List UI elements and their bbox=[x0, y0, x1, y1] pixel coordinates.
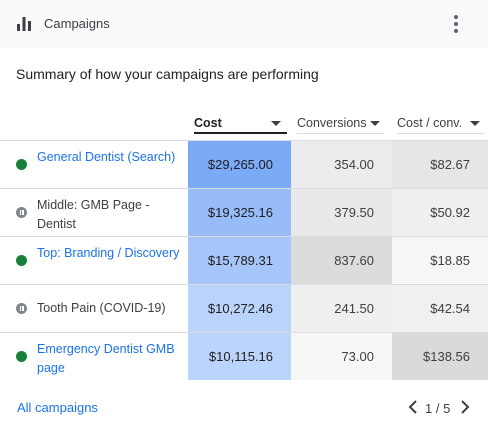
card-title: Campaigns bbox=[44, 16, 110, 31]
conversions-cell: 354.00 bbox=[291, 141, 392, 188]
table-row: Tooth Pain (COVID-19) $10,272.46 241.50 … bbox=[0, 284, 488, 332]
sort-down-icon bbox=[271, 121, 281, 126]
table-row: General Dentist (Search) $29,265.00 354.… bbox=[0, 140, 488, 188]
cost-cell: $29,265.00 bbox=[188, 141, 291, 188]
table-row: Middle: GMB Page - Dentist $19,325.16 37… bbox=[0, 188, 488, 236]
column-label-cost-per-conv: Cost / conv. bbox=[397, 116, 463, 130]
column-label-cost: Cost bbox=[194, 116, 222, 130]
cost-per-conv-cell: $18.85 bbox=[392, 237, 488, 284]
cost-cell: $10,272.46 bbox=[188, 285, 291, 332]
table-row: Top: Branding / Discovery $15,789.31 837… bbox=[0, 236, 488, 284]
chevron-left-icon[interactable] bbox=[407, 399, 419, 415]
dropdown-arrow-icon bbox=[470, 121, 480, 126]
conversions-cell: 73.00 bbox=[291, 333, 392, 380]
column-label-conversions: Conversions bbox=[297, 116, 367, 130]
cost-per-conv-cell: $82.67 bbox=[392, 141, 488, 188]
conversions-cell: 241.50 bbox=[291, 285, 392, 332]
cost-per-conv-cell: $50.92 bbox=[392, 189, 488, 236]
paused-status-icon bbox=[16, 207, 27, 218]
pagination-status: 1 / 5 bbox=[425, 401, 451, 416]
bar-chart-icon bbox=[17, 17, 31, 31]
paused-status-icon bbox=[16, 303, 27, 314]
summary-text: Summary of how your campaigns are perfor… bbox=[16, 66, 319, 82]
enabled-status-icon bbox=[16, 159, 27, 170]
column-header-conversions[interactable]: Conversions bbox=[297, 116, 380, 130]
enabled-status-icon bbox=[16, 255, 27, 266]
cost-per-conv-cell: $42.54 bbox=[392, 285, 488, 332]
column-underline bbox=[397, 133, 484, 134]
sort-underline bbox=[194, 132, 287, 134]
chevron-right-icon[interactable] bbox=[459, 399, 471, 415]
conversions-cell: 837.60 bbox=[291, 237, 392, 284]
campaign-name-link[interactable]: Emergency Dentist GMB page bbox=[37, 342, 175, 375]
column-header-cost-per-conv[interactable]: Cost / conv. bbox=[397, 116, 480, 130]
cost-per-conv-cell: $138.56 bbox=[392, 333, 488, 380]
column-underline bbox=[297, 133, 384, 134]
conversions-cell: 379.50 bbox=[291, 189, 392, 236]
campaign-name: Tooth Pain (COVID-19) bbox=[37, 301, 166, 315]
cost-cell: $10,115.16 bbox=[188, 333, 291, 380]
campaign-name-link[interactable]: Top: Branding / Discovery bbox=[37, 246, 180, 260]
enabled-status-icon bbox=[16, 351, 27, 362]
card-header: Campaigns bbox=[0, 0, 488, 48]
dropdown-arrow-icon bbox=[370, 121, 380, 126]
table-row: Emergency Dentist GMB page $10,115.16 73… bbox=[0, 332, 488, 380]
cost-cell: $19,325.16 bbox=[188, 189, 291, 236]
more-vert-icon[interactable] bbox=[449, 13, 463, 35]
campaign-name-link[interactable]: General Dentist (Search) bbox=[37, 150, 176, 164]
cost-cell: $15,789.31 bbox=[188, 237, 291, 284]
campaign-name: Middle: GMB Page - Dentist bbox=[37, 198, 150, 231]
column-header-cost[interactable]: Cost bbox=[194, 116, 281, 130]
all-campaigns-link[interactable]: All campaigns bbox=[17, 400, 98, 415]
